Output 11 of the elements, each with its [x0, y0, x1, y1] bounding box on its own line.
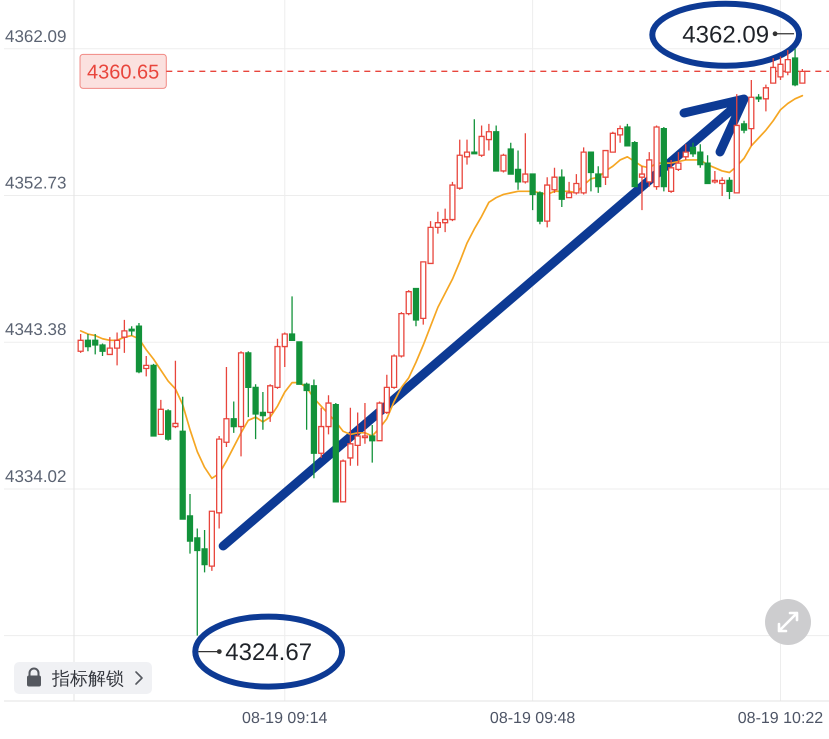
button-label: 指标解锁	[52, 668, 124, 688]
y-tick-label: 4362.09	[5, 26, 66, 46]
y-tick-label: 4343.38	[5, 320, 66, 340]
y-tick-label: 4352.73	[5, 174, 66, 193]
ref-line-label-text: 4360.65	[87, 61, 160, 84]
annotation: 4324.67	[225, 639, 312, 666]
annotation: 4362.09	[682, 21, 770, 48]
x-tick-label: 08-19 09:48	[490, 710, 576, 727]
x-tick-label: 08-19 09:14	[242, 710, 328, 727]
x-tick-label: 08-19 10:22	[738, 710, 824, 727]
y-tick-label: 4334.02	[5, 466, 66, 486]
